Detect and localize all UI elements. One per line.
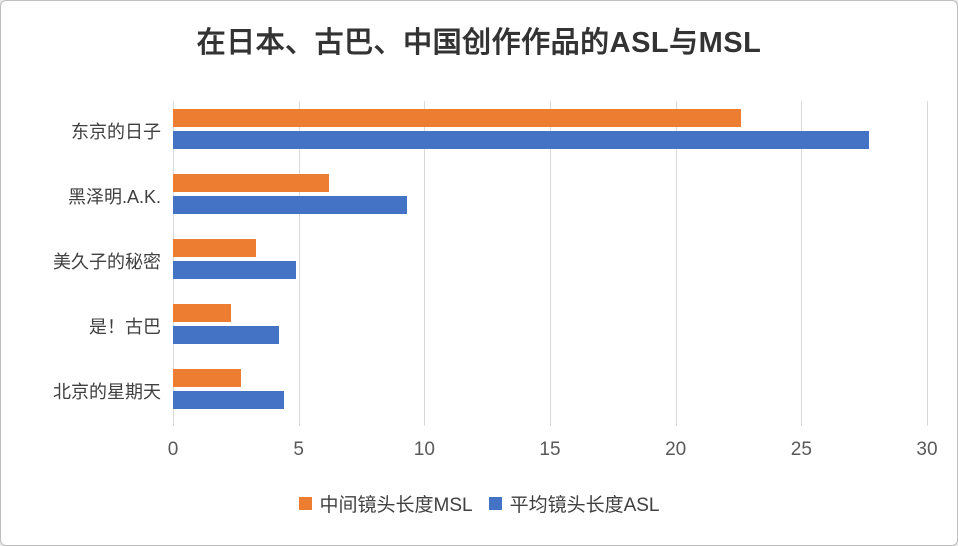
bar-asl [173,391,284,409]
gridline [424,101,426,426]
category-band [173,101,927,166]
category-band [173,231,927,296]
x-tick-label: 30 [916,439,938,460]
gridline [550,101,551,426]
category-labels: 东京的日子黑泽明.A.K. 美久子的秘密是！古巴北京的星期天 [1,101,161,426]
bar-asl [173,196,407,214]
x-tick-label: 5 [293,439,304,460]
bar-msl [173,109,741,127]
bar-msl [173,369,241,387]
x-axis: 0 5 10 15 20 25 30 [168,439,938,463]
x-tick-label: 20 [665,439,687,460]
legend: 中间镜头长度MSL 平均镜头长度ASL [1,490,957,517]
legend-label: 平均镜头长度ASL [509,495,660,516]
legend-item: 平均镜头长度ASL [488,490,660,517]
legend-label: 中间镜头长度MSL [319,495,473,516]
bar-asl [173,326,279,344]
category-label: 北京的星期天 [53,382,161,402]
category-band [173,166,927,231]
category-band [173,296,927,361]
x-tick-label: 25 [790,439,812,460]
category-label: 黑泽明.A.K. [67,187,161,207]
bar-msl [173,239,256,257]
bar-asl [173,261,297,279]
category-label: 是！古巴 [89,317,161,337]
category-label: 东京的日子 [71,122,161,142]
x-tick-label: 0 [167,439,179,460]
legend-swatch-asl-icon [488,497,502,510]
chart-title: 在日本、古巴、中国创作作品的ASL与MSL [196,27,762,59]
gridline [675,101,677,426]
legend-swatch-msl-icon [298,497,312,510]
gridline [298,101,300,426]
legend-item: 中间镜头长度MSL [298,490,473,517]
category-band [173,361,927,426]
gridline [801,101,803,426]
bar-asl [173,131,870,149]
category-label: 美久子的秘密 [53,252,161,272]
bar-msl [173,174,329,192]
plot-area [173,101,928,426]
bar-msl [173,304,231,322]
x-tick-label: 15 [539,439,561,460]
gridline [927,101,928,426]
x-tick-label: 10 [413,439,435,460]
